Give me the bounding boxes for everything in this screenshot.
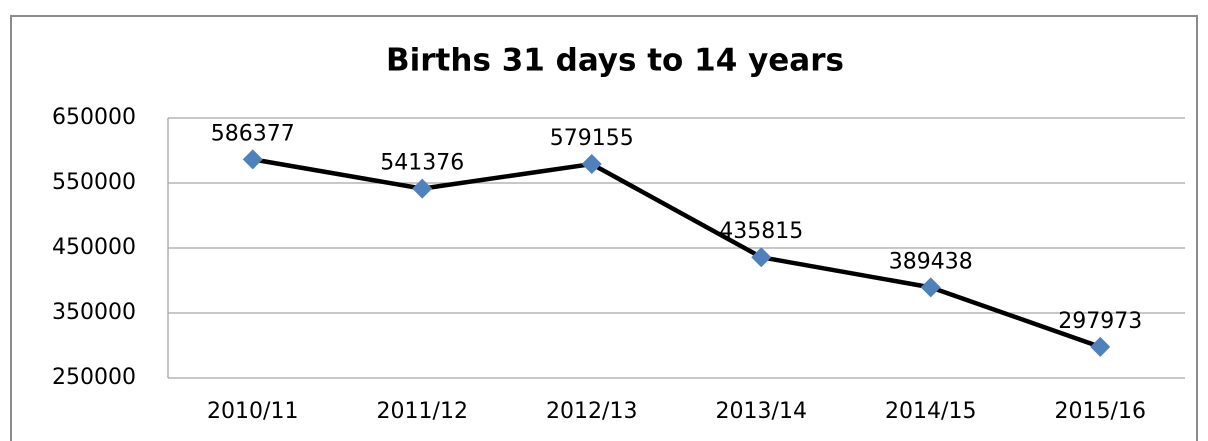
data-label: 297973	[1058, 309, 1142, 334]
marker	[242, 149, 263, 170]
data-label: 541376	[380, 151, 464, 176]
y-tick-label: 650000	[52, 105, 136, 130]
marker	[751, 247, 772, 268]
data-label: 435815	[719, 219, 803, 244]
chart-frame	[10, 15, 1198, 441]
x-tick-label: 2012/13	[546, 399, 637, 424]
y-tick-label: 250000	[52, 365, 136, 390]
marker	[412, 178, 433, 199]
x-tick-label: 2011/12	[377, 399, 468, 424]
chart-title: Births 31 days to 14 years	[386, 43, 844, 79]
marker	[581, 154, 602, 175]
marker	[1090, 336, 1111, 357]
x-tick-label: 2015/16	[1055, 399, 1146, 424]
x-tick-label: 2014/15	[885, 399, 976, 424]
y-tick-label: 350000	[52, 300, 136, 325]
x-tick-label: 2010/11	[207, 399, 298, 424]
data-label: 586377	[211, 121, 295, 146]
data-label: 389438	[889, 249, 973, 274]
y-tick-label: 550000	[52, 170, 136, 195]
x-tick-label: 2013/14	[716, 399, 807, 424]
data-label: 579155	[550, 126, 634, 151]
y-tick-label: 450000	[52, 235, 136, 260]
marker	[920, 277, 941, 298]
data-line	[252, 157, 1101, 349]
